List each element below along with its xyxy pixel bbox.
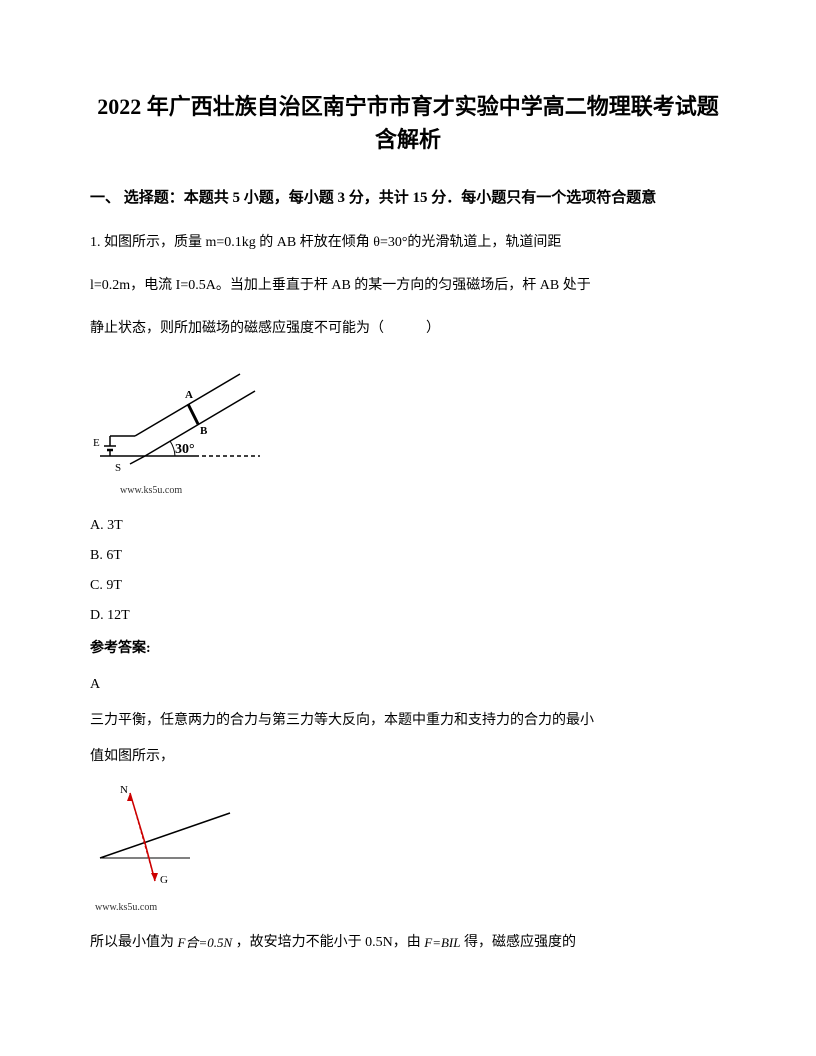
svg-text:S: S (115, 462, 121, 474)
svg-text:A: A (185, 389, 193, 401)
diagram-1-container: A B E S 30° www.ks5u.com (90, 356, 726, 500)
document-title: 2022 年广西壮族自治区南宁市市育才实验中学高二物理联考试题含解析 (90, 90, 726, 156)
watermark-2: www.ks5u.com (95, 899, 726, 917)
formula-2: F=BIL (424, 930, 460, 956)
svg-text:G: G (160, 874, 168, 886)
answer-explain-2: 值如图所示， (90, 743, 726, 771)
svg-text:B: B (200, 425, 208, 437)
conclusion-prefix: 所以最小值为 (90, 935, 174, 950)
section-header: 一、 选择题：本题共 5 小题，每小题 3 分，共计 15 分．每小题只有一个选… (90, 186, 726, 210)
question-line-1: 1. 如图所示，质量 m=0.1kg 的 AB 杆放在倾角 θ=30°的光滑轨道… (90, 228, 726, 259)
q1-text-1: 1. 如图所示，质量 m=0.1kg 的 AB 杆放在倾角 θ=30°的光滑轨道… (90, 235, 561, 250)
conclusion-line: 所以最小值为 F合=0.5N ，故安培力不能小于 0.5N，由 F=BIL 得，… (90, 929, 726, 957)
question-line-2: l=0.2m，电流 I=0.5A。当加上垂直于杆 AB 的某一方向的匀强磁场后，… (90, 271, 726, 302)
option-c: C. 9T (90, 572, 726, 600)
option-b: B. 6T (90, 542, 726, 570)
diagram-2-container: N G www.ks5u.com (90, 783, 726, 917)
circuit-incline-diagram: A B E S 30° (90, 356, 270, 476)
force-diagram: N G (90, 783, 240, 893)
answer-letter: A (90, 671, 726, 699)
answer-label: 参考答案: (90, 636, 726, 661)
formula-1: F合=0.5N (178, 930, 233, 956)
svg-text:E: E (93, 437, 100, 449)
svg-text:30°: 30° (175, 442, 195, 457)
conclusion-mid: ，故安培力不能小于 0.5N，由 (236, 935, 421, 950)
option-a: A. 3T (90, 512, 726, 540)
option-d: D. 12T (90, 602, 726, 630)
answer-explain-1: 三力平衡，任意两力的合力与第三力等大反向，本题中重力和支持力的合力的最小 (90, 707, 726, 735)
question-line-3: 静止状态，则所加磁场的磁感应强度不可能为（ ） (90, 314, 726, 345)
conclusion-suffix: 得，磁感应强度的 (464, 935, 576, 950)
q1-text-3: 静止状态，则所加磁场的磁感应强度不可能为（ ） (90, 321, 440, 336)
watermark-1: www.ks5u.com (120, 482, 726, 500)
svg-text:N: N (120, 784, 128, 796)
q1-text-2: l=0.2m，电流 I=0.5A。当加上垂直于杆 AB 的某一方向的匀强磁场后，… (90, 278, 591, 293)
